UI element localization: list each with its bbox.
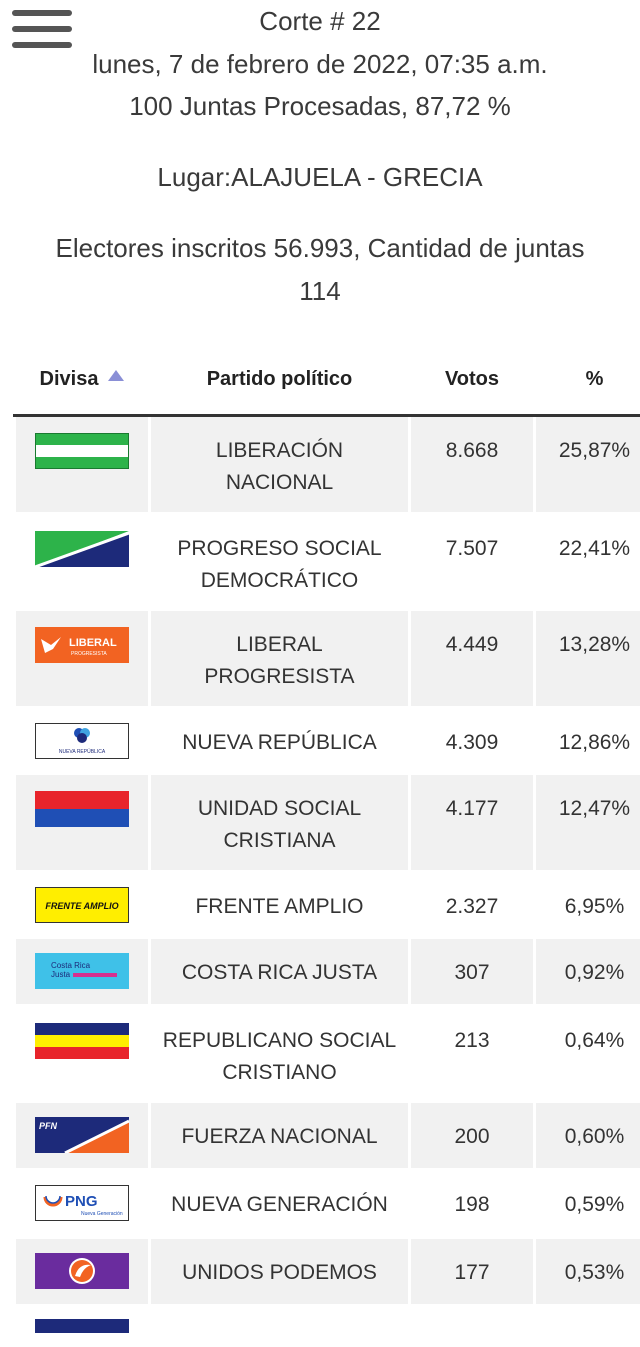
svg-text:PNG: PNG <box>65 1193 98 1210</box>
costa-rica-justa-flag: Costa Rica Justa <box>35 953 129 989</box>
table-row: PFN FUERZA NACIONAL 200 0,60% <box>15 1102 640 1170</box>
sort-ascending-icon[interactable] <box>108 370 124 381</box>
divisa-cell: LIBERAL PROGRESISTA <box>15 610 150 708</box>
votos-cell: 7.507 <box>410 514 535 610</box>
frente-amplio-flag: FRENTE AMPLIO <box>35 887 129 923</box>
porcentaje-cell: 0,64% <box>535 1006 640 1102</box>
progreso-social-democratico-flag <box>35 531 129 567</box>
votos-cell: 213 <box>410 1006 535 1102</box>
partido-cell: NUEVA GENERACIÓN <box>150 1170 410 1238</box>
partido-cell: FUERZA NACIONAL <box>150 1102 410 1170</box>
divisa-cell <box>15 416 150 514</box>
votos-cell: 198 <box>410 1170 535 1238</box>
divisa-cell: PNG Nueva Generación <box>15 1170 150 1238</box>
divisa-cell <box>15 1006 150 1102</box>
svg-text:Justa: Justa <box>51 970 71 979</box>
partido-cell: COSTA RICA JUSTA <box>150 938 410 1006</box>
votos-cell: 177 <box>410 1238 535 1306</box>
porcentaje-cell: 25,87% <box>535 416 640 514</box>
table-row <box>15 1306 640 1346</box>
svg-text:PFN: PFN <box>39 1121 58 1131</box>
table-row: Costa Rica Justa COSTA RICA JUSTA 307 0,… <box>15 938 640 1006</box>
republicano-social-cristiano-flag <box>35 1023 129 1059</box>
divisa-cell: NUEVA REPÚBLICA <box>15 708 150 774</box>
nueva-generacion-flag: PNG Nueva Generación <box>35 1185 129 1221</box>
divisa-cell: Costa Rica Justa <box>15 938 150 1006</box>
column-header-votos[interactable]: Votos <box>410 343 535 416</box>
lugar-label: Lugar:ALAJUELA - GRECIA <box>0 162 640 193</box>
fecha-label: lunes, 7 de febrero de 2022, 07:35 a.m. <box>0 49 640 80</box>
divisa-cell <box>15 774 150 872</box>
unidos-podemos-flag <box>35 1253 129 1289</box>
divisa-cell <box>15 1238 150 1306</box>
porcentaje-cell <box>535 1306 640 1346</box>
porcentaje-cell: 6,95% <box>535 872 640 938</box>
porcentaje-cell: 0,59% <box>535 1170 640 1238</box>
votos-cell: 4.309 <box>410 708 535 774</box>
svg-text:Costa Rica: Costa Rica <box>51 961 91 970</box>
column-header-partido[interactable]: Partido político <box>150 343 410 416</box>
partial-flag <box>35 1319 129 1333</box>
svg-text:Nueva Generación: Nueva Generación <box>81 1211 123 1217</box>
votos-cell: 4.449 <box>410 610 535 708</box>
table-row: FRENTE AMPLIO FRENTE AMPLIO 2.327 6,95% <box>15 872 640 938</box>
column-header-divisa[interactable]: Divisa <box>15 343 150 416</box>
svg-text:LIBERAL: LIBERAL <box>69 637 117 649</box>
porcentaje-cell: 0,92% <box>535 938 640 1006</box>
nueva-republica-flag: NUEVA REPÚBLICA <box>35 723 129 759</box>
electores-line-2: 114 <box>0 276 640 307</box>
porcentaje-cell: 12,47% <box>535 774 640 872</box>
votos-cell: 2.327 <box>410 872 535 938</box>
divisa-cell: PFN <box>15 1102 150 1170</box>
partido-cell: NUEVA REPÚBLICA <box>150 708 410 774</box>
divisa-cell <box>15 1306 150 1346</box>
porcentaje-cell: 13,28% <box>535 610 640 708</box>
svg-text:PROGRESISTA: PROGRESISTA <box>71 651 107 657</box>
column-header-porcentaje[interactable]: % <box>535 343 640 416</box>
column-header-divisa-label: Divisa <box>40 368 99 390</box>
svg-text:FRENTE AMPLIO: FRENTE AMPLIO <box>45 901 118 911</box>
porcentaje-cell: 0,53% <box>535 1238 640 1306</box>
corte-label: Corte # 22 <box>0 6 640 37</box>
votos-cell: 307 <box>410 938 535 1006</box>
unidad-social-cristiana-flag <box>35 791 129 827</box>
votos-cell <box>410 1306 535 1346</box>
partido-cell <box>150 1306 410 1346</box>
divisa-cell: FRENTE AMPLIO <box>15 872 150 938</box>
juntas-procesadas-label: 100 Juntas Procesadas, 87,72 % <box>0 91 640 122</box>
liberal-progresista-flag: LIBERAL PROGRESISTA <box>35 627 129 663</box>
fuerza-nacional-flag: PFN <box>35 1117 129 1153</box>
liberacion-nacional-flag <box>35 433 129 469</box>
votos-cell: 8.668 <box>410 416 535 514</box>
table-row: NUEVA REPÚBLICA NUEVA REPÚBLICA 4.309 12… <box>15 708 640 774</box>
porcentaje-cell: 22,41% <box>535 514 640 610</box>
svg-text:NUEVA REPÚBLICA: NUEVA REPÚBLICA <box>59 748 106 755</box>
divisa-cell <box>15 514 150 610</box>
votos-cell: 200 <box>410 1102 535 1170</box>
table-row: PNG Nueva Generación NUEVA GENERACIÓN 19… <box>15 1170 640 1238</box>
results-table: Divisa Partido político Votos % LIBERACI… <box>13 341 640 1347</box>
table-row: UNIDOS PODEMOS 177 0,53% <box>15 1238 640 1306</box>
porcentaje-cell: 0,60% <box>535 1102 640 1170</box>
partido-cell: UNIDOS PODEMOS <box>150 1238 410 1306</box>
votos-cell: 4.177 <box>410 774 535 872</box>
electores-line-1: Electores inscritos 56.993, Cantidad de … <box>0 233 640 264</box>
porcentaje-cell: 12,86% <box>535 708 640 774</box>
partido-cell: FRENTE AMPLIO <box>150 872 410 938</box>
